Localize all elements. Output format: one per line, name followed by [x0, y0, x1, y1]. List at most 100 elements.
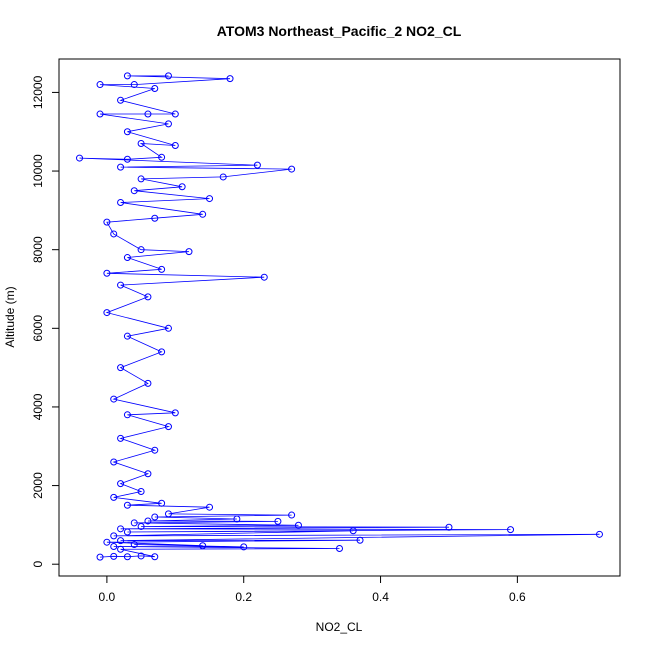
data-point [117, 364, 125, 372]
data-point [178, 183, 186, 191]
data-point [158, 265, 166, 273]
data-point [117, 434, 125, 442]
data-point [130, 519, 138, 527]
y-tick-label: 12000 [31, 75, 45, 109]
data-point [288, 511, 296, 519]
data-point [117, 525, 125, 533]
data-point [137, 522, 145, 530]
data-point [185, 248, 193, 256]
x-tick-label: 0.4 [372, 590, 389, 604]
y-tick-label: 4000 [31, 393, 45, 420]
data-point [171, 409, 179, 417]
y-tick-label: 6000 [31, 315, 45, 342]
data-point [144, 379, 152, 387]
data-point [117, 96, 125, 104]
data-point [117, 163, 125, 171]
data-point [110, 532, 118, 540]
data-point [137, 246, 145, 254]
data-point [110, 543, 118, 551]
data-point [356, 536, 364, 544]
data-point [507, 526, 515, 534]
data-point [110, 395, 118, 403]
data-point [123, 72, 131, 80]
data-point [117, 537, 125, 545]
data-point [158, 348, 166, 356]
data-point [164, 72, 172, 80]
y-tick-label: 10000 [31, 154, 45, 188]
data-point [137, 140, 145, 148]
data-point [117, 199, 125, 207]
data-point [171, 141, 179, 149]
data-point [151, 84, 159, 92]
data-point [137, 175, 145, 183]
data-point [206, 503, 214, 511]
data-point [137, 487, 145, 495]
data-point [123, 553, 131, 561]
data-point [123, 332, 131, 340]
data-point [144, 517, 152, 525]
series-polyline [79, 75, 600, 558]
data-point [226, 75, 234, 83]
data-point [445, 523, 453, 531]
data-point [233, 515, 241, 523]
data-point [240, 543, 248, 551]
data-point [117, 281, 125, 289]
data-point [130, 187, 138, 195]
data-point [96, 110, 104, 118]
data-point [117, 545, 125, 553]
data-point [123, 128, 131, 136]
y-tick-label: 0 [31, 561, 45, 568]
x-tick-label: 0.2 [235, 590, 252, 604]
data-point [137, 552, 145, 560]
data-point [219, 173, 227, 181]
data-point [349, 527, 357, 535]
data-point [130, 81, 138, 89]
data-point [253, 161, 261, 169]
data-point [76, 154, 84, 162]
data-point [103, 538, 111, 546]
data-point [117, 480, 125, 488]
series-line [79, 75, 600, 558]
data-point [110, 493, 118, 501]
x-axis: 0.0 0.2 0.4 0.6 [99, 575, 526, 604]
data-point [123, 528, 131, 536]
data-point [288, 165, 296, 173]
data-point [164, 510, 172, 518]
x-axis-label: NO2_CL [316, 620, 363, 634]
data-point [110, 552, 118, 560]
data-point [123, 411, 131, 419]
y-axis: 0 2000 4000 6000 8000 10000 12000 [31, 75, 60, 568]
data-point [336, 544, 343, 552]
data-point [103, 269, 111, 277]
data-point [103, 218, 111, 226]
data-point [164, 324, 172, 332]
data-point [110, 230, 118, 238]
data-point [130, 541, 138, 549]
data-point [123, 155, 131, 163]
data-point [171, 110, 179, 118]
data-point [158, 499, 166, 507]
y-tick-label: 2000 [31, 472, 45, 499]
data-point [158, 153, 166, 161]
data-point [96, 553, 104, 561]
data-point [199, 210, 207, 218]
data-point [144, 110, 152, 118]
data-points [76, 72, 603, 561]
data-point [151, 214, 159, 222]
data-point [123, 254, 131, 262]
data-point [199, 542, 207, 550]
chart-title: ATOM3 Northeast_Pacific_2 NO2_CL [217, 23, 462, 39]
data-point [151, 553, 159, 561]
data-point [294, 521, 302, 529]
y-tick-label: 8000 [31, 236, 45, 263]
data-point [164, 120, 172, 128]
data-point [206, 195, 214, 203]
data-point [260, 273, 268, 281]
data-point [123, 501, 131, 509]
data-point [151, 446, 159, 454]
data-point [151, 513, 159, 521]
data-point [96, 81, 104, 89]
y-axis-label: Altitude (m) [3, 286, 17, 347]
x-tick-label: 0.6 [509, 590, 526, 604]
data-point [144, 470, 152, 478]
